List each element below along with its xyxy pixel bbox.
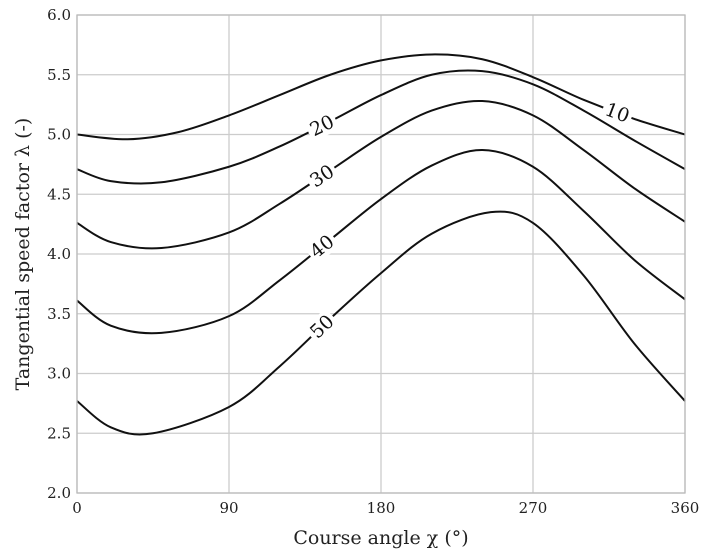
contour-line-50 (76, 210, 686, 436)
x-axis-label: Course angle χ (°) (293, 527, 468, 549)
y-tick-label: 5.0 (47, 126, 71, 144)
y-tick-label: 2.0 (47, 484, 71, 502)
contour-label-gap (303, 108, 341, 143)
contour-label-group: 40 (303, 228, 341, 265)
contour-label-group: 20 (303, 108, 341, 143)
y-tick-label: 2.5 (47, 424, 71, 442)
x-tick-label: 270 (519, 499, 548, 517)
y-axis-label: Tangential speed factor λ (-) (12, 118, 34, 391)
y-tick-label: 5.5 (47, 66, 71, 84)
y-tick-label: 3.5 (47, 305, 71, 323)
x-tick-label: 180 (367, 499, 396, 517)
y-tick-label: 4.0 (47, 245, 71, 263)
contour-label-gap (599, 97, 636, 129)
contour-label-30: 30 (306, 160, 338, 192)
x-tick-label: 360 (671, 499, 700, 517)
contour-label-group: 30 (303, 158, 341, 194)
contour-label-gap (303, 158, 341, 194)
contour-line-10 (76, 53, 686, 141)
x-tick-label: 90 (219, 499, 238, 517)
grid-lines (76, 14, 686, 494)
contour-label-gap (303, 308, 341, 345)
y-tick-label: 3.0 (47, 365, 71, 383)
y-tick-label: 4.5 (47, 185, 71, 203)
x-tick-label: 0 (72, 499, 82, 517)
plot-frame (76, 14, 686, 494)
contour-line-20 (76, 69, 686, 185)
tick-labels: 0 90 180 270 360 2.0 2.5 3.0 3.5 4.0 4.5 5.0 5.5 6.0 (47, 6, 699, 517)
y-tick-label: 6.0 (47, 6, 71, 24)
contour-label-gap (303, 228, 341, 265)
contour-label-40: 40 (306, 231, 339, 263)
contour-line-40 (76, 149, 686, 335)
contour-line-30 (76, 99, 686, 250)
